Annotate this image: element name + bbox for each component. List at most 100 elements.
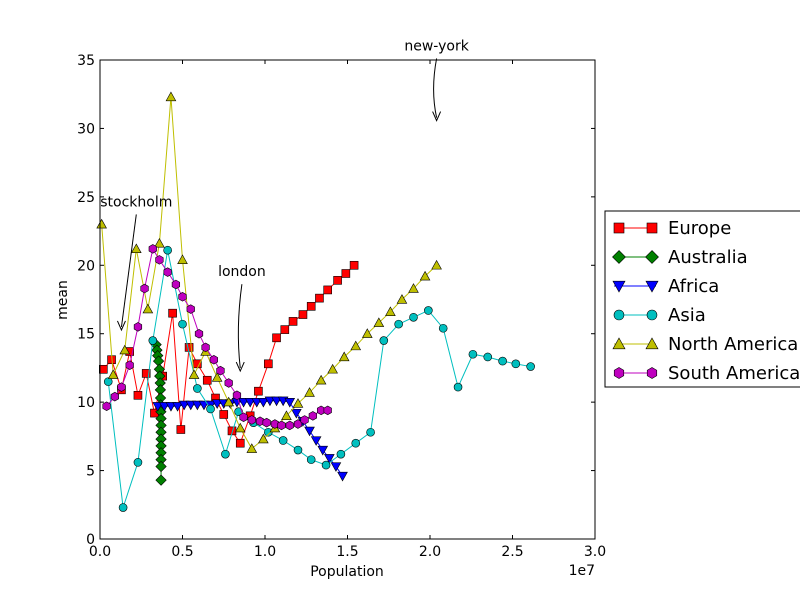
data-point-africa [238, 398, 249, 408]
legend: Europe Australia Africa Asia North America So… [604, 210, 800, 388]
y-tick-label: 20 [77, 258, 95, 274]
data-point-south-america [239, 412, 248, 422]
series-south-america [102, 244, 332, 431]
legend-entry-africa: Africa [612, 276, 719, 297]
data-point-africa [185, 400, 197, 411]
annotation-arrowhead [116, 320, 126, 332]
legend-marker [645, 280, 659, 293]
y-tick-label: 15 [77, 327, 95, 343]
data-point-asia [306, 455, 316, 464]
data-point-europe [341, 269, 351, 278]
data-point-south-america [148, 244, 157, 254]
data-point-australia [155, 460, 167, 473]
data-point-africa [304, 426, 315, 437]
data-point-north-america [258, 433, 269, 444]
annotation-arrow [433, 58, 438, 118]
data-point-africa [152, 402, 164, 412]
annotation-label: stockholm [100, 194, 172, 210]
data-point-south-america [285, 420, 294, 431]
data-point-africa [258, 398, 269, 408]
data-point-north-america [119, 344, 131, 355]
data-point-south-america [293, 419, 303, 429]
data-point-asia [351, 438, 361, 448]
y-tick-label: 0 [86, 532, 95, 548]
data-point-south-america [209, 354, 218, 365]
data-point-north-america [211, 372, 223, 382]
data-point-south-america [102, 401, 111, 411]
data-point-europe [235, 438, 245, 448]
data-point-south-america [117, 382, 126, 392]
data-point-asia [278, 436, 288, 445]
legend-marker [612, 250, 626, 264]
data-point-asia [133, 458, 143, 467]
legend-marker [612, 337, 626, 350]
data-point-south-america [133, 322, 143, 332]
data-point-asia [468, 349, 478, 359]
data-point-north-america [350, 340, 362, 351]
legend-marker [646, 309, 658, 321]
y-tick-label: 35 [77, 53, 95, 69]
data-point-europe [306, 302, 316, 311]
data-point-north-america [142, 303, 154, 314]
data-point-europe [263, 359, 273, 369]
data-point-north-america [396, 294, 408, 304]
data-point-south-america [110, 391, 119, 402]
data-point-europe [202, 375, 212, 385]
legend-entry-europe: Europe [613, 218, 731, 239]
data-point-asia [336, 449, 346, 459]
data-point-africa [264, 396, 276, 407]
data-point-asia [379, 336, 389, 345]
legend-marker [646, 222, 658, 234]
data-point-asia [453, 382, 463, 392]
data-point-asia [193, 384, 202, 393]
data-point-asia [321, 460, 331, 470]
x-tick-label: 3.0 [584, 544, 606, 560]
legend-marker [613, 309, 625, 321]
data-point-africa [244, 398, 256, 408]
data-point-north-america [234, 422, 246, 433]
data-point-europe [315, 293, 324, 303]
data-point-europe [298, 310, 308, 319]
data-point-africa [192, 400, 203, 411]
data-point-south-america [247, 415, 256, 425]
data-point-europe [288, 317, 298, 326]
data-point-asia [163, 245, 172, 255]
data-point-south-america [216, 365, 225, 376]
data-point-south-america [155, 255, 164, 265]
data-point-asia [103, 377, 113, 386]
data-point-asia [118, 503, 128, 512]
data-point-africa [310, 436, 322, 446]
data-point-asia [178, 319, 187, 329]
legend-label: Australia [668, 247, 748, 268]
data-point-north-america [281, 410, 292, 420]
data-point-asia [483, 352, 493, 362]
data-point-asia [526, 362, 535, 371]
series-africa [152, 396, 348, 482]
data-point-north-america [431, 259, 442, 270]
annotation-stockholm: stockholm [100, 194, 172, 332]
data-point-south-america [125, 360, 134, 370]
annotation-arrowhead [432, 111, 442, 122]
legend-label: Asia [668, 305, 706, 326]
x-tick-label: 2.5 [501, 544, 523, 560]
data-point-europe [349, 260, 359, 270]
data-point-north-america [304, 387, 315, 397]
data-point-north-america [96, 218, 107, 229]
data-point-south-america [277, 420, 286, 431]
annotations: new-york stockholm london [100, 38, 470, 373]
data-point-north-america [223, 396, 235, 407]
legend-entry-north-america: North America [612, 334, 798, 355]
legend-marker [645, 250, 659, 264]
data-point-south-america [186, 304, 195, 314]
annotation-label: london [218, 264, 266, 280]
data-point-asia [424, 306, 433, 315]
y-tick-label: 10 [77, 395, 95, 411]
data-point-australia [155, 474, 167, 486]
data-point-north-america [246, 443, 258, 453]
legend-marker [613, 367, 625, 379]
legend-entry-asia: Asia [613, 305, 706, 326]
data-point-europe [272, 333, 281, 343]
data-point-south-america [308, 411, 317, 421]
data-point-south-america [262, 417, 271, 428]
data-point-north-america [188, 369, 200, 379]
